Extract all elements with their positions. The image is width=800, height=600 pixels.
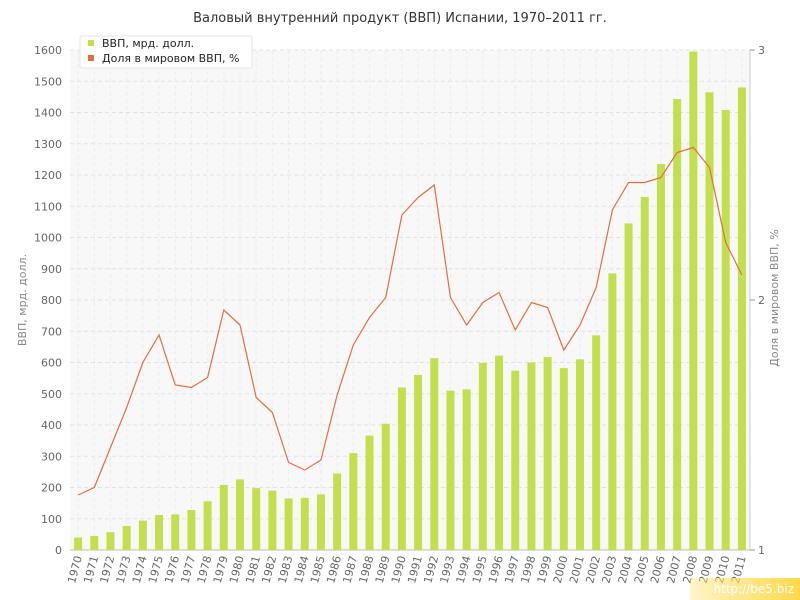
y2-tick-label: 3	[758, 44, 765, 57]
x-axis-ticks: 1970197119721973197419751976197719781979…	[65, 554, 749, 584]
bar-1974	[138, 520, 147, 550]
bar-1982	[268, 490, 277, 550]
y-axis-ticks: 0 100 200 300 400 500 600 700 800 900 1000 1100 1200…	[34, 44, 62, 557]
y-tick-label: 1600	[34, 44, 62, 57]
bar-2002	[592, 335, 601, 550]
legend-label-share: Доля в мировом ВВП, %	[102, 52, 239, 65]
bar-1983	[284, 498, 293, 550]
y-tick-label: 500	[41, 388, 62, 401]
bar-1984	[300, 497, 309, 550]
bar-1978	[203, 501, 212, 550]
y-axis-label: ВВП, мрд. долл.	[16, 254, 29, 346]
bar-1975	[155, 515, 164, 550]
bar-1987	[349, 453, 358, 550]
bar-1990	[397, 387, 406, 550]
legend-swatch-share	[88, 55, 94, 61]
bar-2004	[624, 223, 633, 550]
bar-1988	[365, 435, 374, 550]
bar-1992	[430, 358, 439, 550]
y-tick-label: 300	[41, 450, 62, 463]
bar-2011	[737, 87, 746, 550]
bar-1977	[187, 510, 196, 550]
y-tick-label: 200	[41, 482, 62, 495]
y2-tick-label: 1	[758, 544, 765, 557]
share-line-path	[77, 146, 743, 496]
bar-2006	[656, 164, 665, 550]
bar-2007	[673, 99, 682, 550]
legend: ВВП, мрд. долл. Доля в мировом ВВП, %	[79, 35, 253, 69]
bar-2005	[640, 196, 649, 550]
bar-2010	[721, 110, 730, 550]
bar-1971	[90, 535, 99, 550]
bar-1991	[414, 375, 423, 550]
y2-tick-label: 2	[758, 294, 765, 307]
bar-1972	[106, 532, 115, 550]
bar-1998	[527, 362, 536, 550]
y-tick-label: 400	[41, 419, 62, 432]
bar-2001	[576, 359, 584, 550]
bar-1980	[236, 479, 244, 550]
bar-2009	[705, 92, 714, 550]
watermark[interactable]: http://be5.biz	[690, 578, 800, 600]
share-line	[77, 146, 743, 496]
y-tick-label: 1200	[34, 169, 62, 182]
bar-1997	[511, 370, 520, 550]
y-tick-label: 1300	[34, 138, 62, 151]
y-tick-label: 1500	[34, 75, 62, 88]
y-tick-label: 800	[41, 294, 62, 307]
y-tick-label: 100	[41, 513, 62, 526]
bar-1985	[316, 494, 325, 550]
y-tick-label: 700	[41, 325, 62, 338]
y-tick-label: 900	[41, 263, 62, 276]
bar-2000	[559, 368, 568, 550]
bar-1989	[381, 423, 390, 550]
y2-axis-label: Доля в мировом ВВП, %	[768, 229, 781, 366]
bar-1973	[122, 525, 131, 550]
y-tick-label: 600	[41, 357, 62, 370]
bar-1994	[462, 389, 471, 550]
bar-1996	[495, 355, 504, 550]
y2-axis-ticks: 1 2 3	[750, 44, 765, 557]
bar-1981	[252, 488, 261, 550]
bar-1999	[543, 356, 552, 550]
bar-1995	[478, 362, 487, 550]
y-tick-label: 1400	[34, 107, 62, 120]
y-tick-label: 1100	[34, 200, 62, 213]
legend-box	[79, 35, 253, 69]
bar-1986	[333, 473, 342, 550]
gdp-bars	[74, 51, 746, 550]
y-tick-label: 1000	[34, 232, 62, 245]
bar-1979	[219, 485, 228, 550]
legend-swatch-gdp	[88, 40, 94, 46]
y-tick-label: 0	[55, 544, 62, 557]
bar-1976	[171, 514, 180, 550]
bar-1970	[74, 537, 83, 550]
bar-2003	[608, 273, 617, 550]
bar-1993	[446, 390, 455, 550]
chart-title: Валовый внутренний продукт (ВВП) Испании…	[193, 11, 607, 26]
legend-label-gdp: ВВП, мрд. долл.	[102, 37, 194, 50]
bar-2008	[689, 51, 698, 550]
